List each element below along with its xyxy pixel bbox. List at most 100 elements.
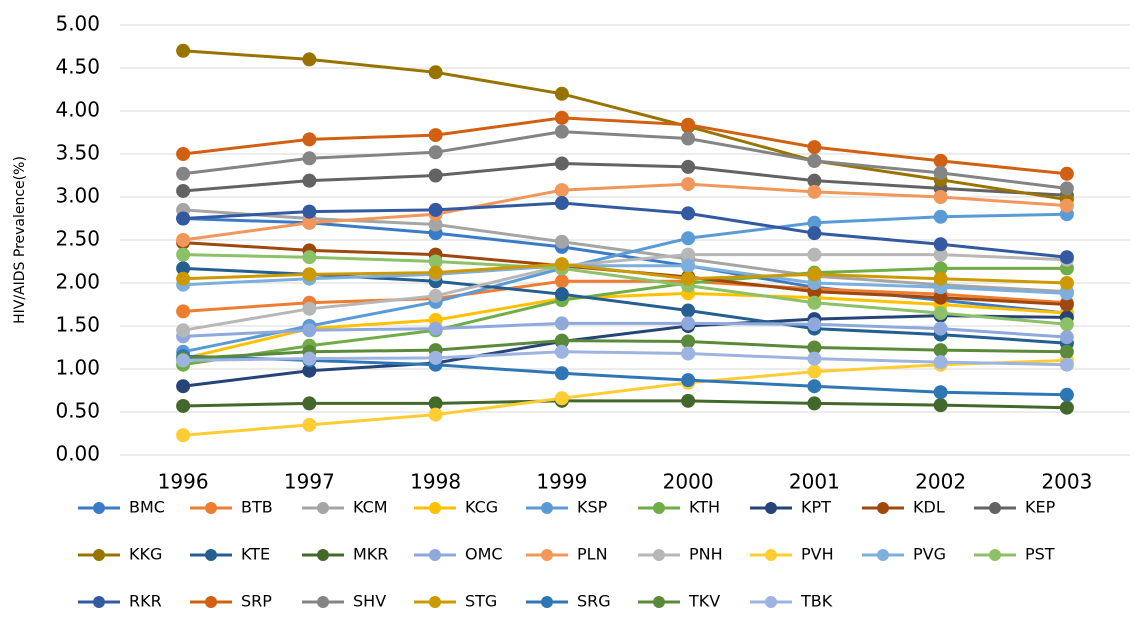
data-point [933,261,948,276]
data-point [933,247,948,262]
data-point [302,396,317,411]
x-tick-label: 1998 [410,470,461,494]
data-point [176,353,191,368]
data-point [428,254,443,269]
legend-marker [205,549,217,561]
data-point [428,321,443,336]
legend-label: MKR [353,545,388,564]
legend-marker [93,502,105,514]
data-point [428,396,443,411]
legend-label: PVG [913,545,946,564]
series-line [183,279,1067,313]
data-point [933,321,948,336]
series-line [183,339,1067,361]
data-point [554,333,569,348]
legend-label: KDL [913,498,945,517]
data-point [933,165,948,180]
data-point [1059,330,1074,345]
data-point [1059,317,1074,332]
data-point [428,145,443,160]
data-point [681,258,696,273]
series-line [183,399,1067,410]
legend-label: KKG [129,545,162,564]
data-point [807,215,822,230]
legend-label: KTE [241,545,270,564]
series-line [183,321,1067,339]
data-point [1059,357,1074,372]
data-point [428,350,443,365]
data-point [807,267,822,282]
legend-label: RKR [129,592,162,611]
legend-label: STG [465,592,497,611]
data-point [1059,276,1074,290]
x-tick-label: 1996 [158,470,209,494]
data-point [681,373,696,388]
data-point [681,131,696,146]
series-line [182,116,1068,176]
data-point [681,159,696,174]
series [176,196,1074,265]
data-point [428,265,443,280]
legend-label: KCM [353,498,388,517]
data-point [807,317,822,332]
legend-label: BTB [241,498,273,517]
legend-marker [541,549,553,561]
data-point [428,168,443,183]
series-line [183,358,1067,437]
data-point [681,247,696,262]
legend-label: KPT [801,498,831,517]
data-point [176,247,191,262]
data-point [807,173,822,188]
data-point [176,233,191,247]
data-point [1059,166,1074,181]
y-tick-label: 1.50 [55,313,100,337]
x-tick-label: 2000 [663,470,714,494]
y-tick-label: 0.00 [55,442,100,466]
data-point [302,204,317,219]
data-point [176,147,191,161]
data-point [681,117,696,132]
data-point [302,52,317,67]
legend-marker [93,549,105,561]
legend-marker [205,502,217,514]
legend-marker [765,596,777,608]
data-point [428,288,443,303]
legend-marker [877,549,889,561]
data-point [554,287,569,302]
data-point [933,306,948,321]
data-point [807,295,822,310]
data-point [933,385,948,400]
legend-marker [653,549,665,561]
y-tick-label: 2.50 [55,227,100,251]
legend-label: KCG [465,498,498,517]
legend-marker [317,502,329,514]
legend-label: KEP [1025,498,1056,517]
y-tick-label: 4.50 [55,55,100,79]
data-point [176,379,191,394]
data-point [681,303,696,318]
series [176,344,1074,372]
data-point [933,343,948,358]
data-point [176,271,191,286]
y-tick-label: 0.50 [55,399,100,423]
data-point [807,184,822,199]
x-tick-label: 1999 [536,470,587,494]
legend-marker [765,549,777,561]
data-point [807,364,822,379]
series [176,110,1074,181]
y-tick-label: 1.00 [55,356,100,380]
data-point [681,231,696,246]
legend-marker [653,502,665,514]
series-line [182,182,1067,242]
data-point [1059,198,1074,213]
series-line [182,253,1067,332]
series-line [183,253,1068,326]
legend-marker [765,502,777,514]
data-point [302,250,317,265]
series-line [183,201,1068,259]
legend-marker [429,549,441,561]
data-point [807,396,822,411]
legend-marker [989,502,1001,514]
legend-label: TKV [688,592,720,611]
